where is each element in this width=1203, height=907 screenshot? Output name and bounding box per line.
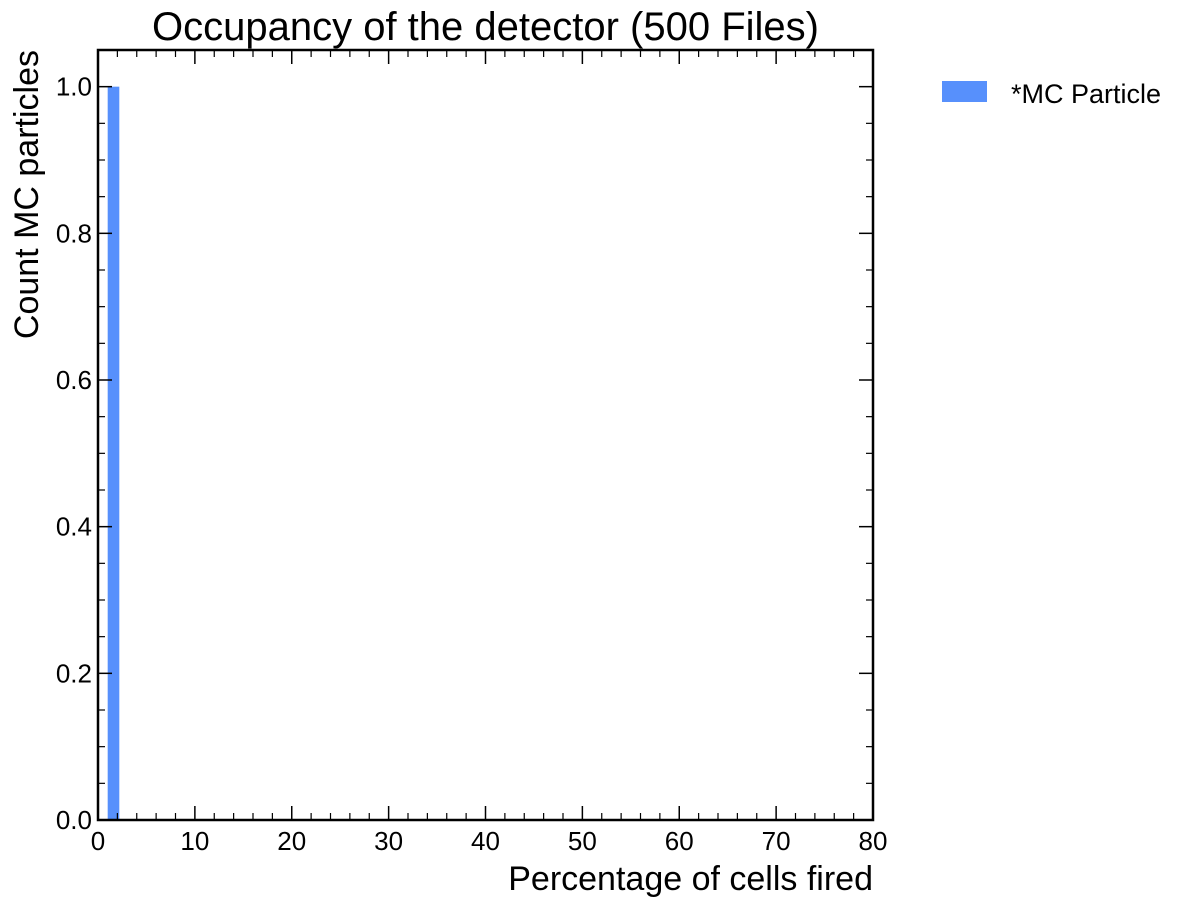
x-axis-title: Percentage of cells fired [508, 860, 873, 898]
plot-area: 0 10 20 30 40 50 60 70 80 0.0 0.2 0.4 0.6 0.8 1.0 [56, 48, 888, 856]
x-tick-label: 70 [762, 826, 791, 856]
x-tick-label: 30 [374, 826, 403, 856]
x-tick-label: 0 [91, 826, 105, 856]
plot-frame [96, 48, 875, 822]
y-tick-label: 0.6 [56, 365, 92, 395]
y-tick-label: 1.0 [56, 72, 92, 102]
y-axis-title: Count MC particles [8, 50, 46, 339]
x-tick-label: 20 [277, 826, 306, 856]
x-tick-label: 80 [859, 826, 888, 856]
legend: *MC Particle [942, 79, 1161, 109]
histogram-bar [107, 86, 120, 820]
x-tick-label: 50 [568, 826, 597, 856]
y-tick-label: 0.8 [56, 218, 92, 248]
x-tick-label: 40 [471, 826, 500, 856]
x-tick-label: 10 [180, 826, 209, 856]
y-tick-label: 0.4 [56, 512, 92, 542]
y-tick-label: 0.0 [56, 805, 92, 835]
legend-label-mc-particle: *MC Particle [1011, 79, 1161, 109]
legend-swatch-mc-particle [942, 81, 987, 102]
chart-title: Occupancy of the detector (500 Files) [152, 5, 819, 49]
x-tick-label: 60 [665, 826, 694, 856]
y-tick-label: 0.2 [56, 658, 92, 688]
